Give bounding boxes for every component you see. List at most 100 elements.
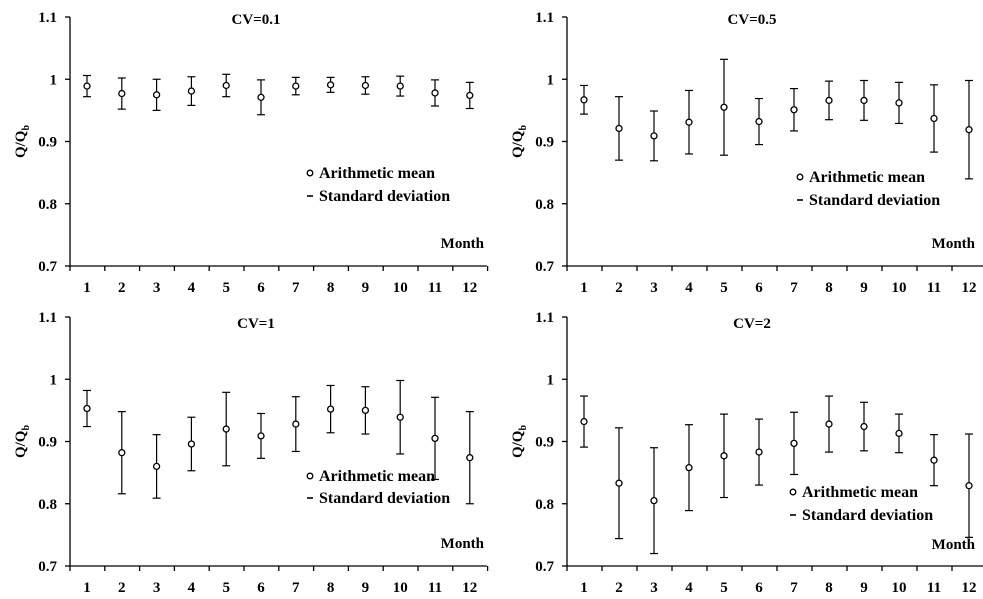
y-tick-label: 1.1 <box>38 310 57 326</box>
y-tick-label: 0.7 <box>535 559 554 575</box>
mean-point <box>755 448 763 456</box>
x-tick-label: 1 <box>580 580 588 596</box>
mean-point <box>685 463 693 472</box>
x-tick-label: 7 <box>292 580 300 596</box>
mean-point <box>965 126 973 134</box>
legend-mean-marker <box>306 169 314 177</box>
y-tick-label: 1.1 <box>535 10 554 26</box>
y-axis-label: Q/Qb <box>510 125 529 159</box>
legend-mean-label: Arithmetic mean <box>802 484 918 501</box>
x-tick-label: 4 <box>188 580 196 596</box>
mean-point <box>825 96 833 105</box>
y-tick-label: 0.9 <box>535 135 554 151</box>
mean-point <box>222 425 230 433</box>
chart-panel-4: 0.70.80.911.11 2 3 4 5 6 7 8 9 10 11 12Q/QbCV=2Mont… <box>510 310 983 596</box>
x-tick-label: 7 <box>292 280 300 296</box>
legend-mean-marker <box>789 488 797 496</box>
y-tick-label: 1.1 <box>535 310 554 326</box>
x-tick-label: 7 <box>790 280 798 296</box>
y-tick-label: 0.8 <box>38 497 57 513</box>
y-tick-label: 0.8 <box>38 197 57 213</box>
chart-panel-2: 0.70.80.911.11 2 3 4 5 6 7 8 9 10 11 12Q/QbCV=0.5Mo… <box>510 10 983 296</box>
y-tick-label: 0.9 <box>38 435 57 451</box>
mean-point <box>720 103 728 111</box>
legend-mean-label: Arithmetic mean <box>319 165 435 182</box>
x-tick-label: 3 <box>153 280 161 296</box>
x-tick-label: 2 <box>118 280 126 296</box>
legend-sd-label: Standard deviation <box>319 188 450 205</box>
legend: Arithmetic mean Standard deviation <box>796 169 940 209</box>
mean-point <box>222 81 230 90</box>
x-tick-label: 6 <box>257 580 265 596</box>
x-tick-label: 1 <box>580 280 588 296</box>
x-tick-label: 5 <box>222 280 230 296</box>
chart-panel-1: 0.70.80.911.11 2 3 4 5 6 7 8 9 10 11 12Q/QbCV=0.1Mo… <box>13 10 489 296</box>
mean-point <box>83 404 91 413</box>
mean-point <box>292 82 300 90</box>
legend-sd-label: Standard deviation <box>809 192 940 209</box>
mean-point <box>790 106 798 114</box>
x-tick-label: 2 <box>615 580 623 596</box>
mean-point <box>580 417 588 426</box>
x-tick-label: 1 <box>83 580 91 596</box>
x-tick-label: 9 <box>860 280 868 296</box>
x-tick-label: 2 <box>615 280 623 296</box>
x-tick-label: 4 <box>685 580 693 596</box>
y-tick-label: 0.7 <box>38 259 57 275</box>
mean-point <box>615 124 623 133</box>
mean-point <box>83 82 91 90</box>
x-axis-label: Month <box>932 236 976 252</box>
mean-point <box>790 439 798 448</box>
mean-point <box>152 91 161 99</box>
y-tick-label: 0.9 <box>38 135 57 151</box>
y-axis-label: Q/Qb <box>13 125 32 159</box>
chart-title: CV=0.5 <box>728 12 777 28</box>
x-tick-label: 4 <box>685 280 693 296</box>
legend-mean-marker <box>796 173 804 181</box>
mean-point <box>860 422 868 431</box>
mean-point <box>257 93 265 101</box>
mean-point <box>650 496 658 505</box>
y-axis-label-subscript: b <box>518 425 529 431</box>
x-tick-label: 9 <box>362 580 370 596</box>
x-tick-label: 6 <box>257 280 265 296</box>
x-tick-label: 3 <box>650 280 658 296</box>
legend: Arithmetic mean Standard deviation <box>306 468 450 507</box>
chart-title: CV=2 <box>733 316 771 332</box>
x-tick-label: 12 <box>962 580 977 596</box>
x-axis-label: Month <box>441 236 485 252</box>
mean-point <box>326 81 335 89</box>
y-axis-label-subscript: b <box>21 125 32 131</box>
y-axis-label-main: Q/Q <box>13 430 29 458</box>
mean-point <box>930 114 938 123</box>
mean-point <box>187 440 196 448</box>
y-axis-label: Q/Qb <box>510 425 529 459</box>
legend-sd-label: Standard deviation <box>319 490 450 507</box>
x-tick-label: 8 <box>327 280 335 296</box>
mean-point <box>965 482 973 490</box>
chart-title: CV=1 <box>237 316 275 332</box>
x-tick-label: 1 <box>83 280 91 296</box>
x-tick-label: 12 <box>962 280 977 296</box>
mean-point <box>431 89 439 97</box>
y-axis-label-main: Q/Q <box>510 430 526 458</box>
mean-point <box>860 96 868 105</box>
mean-point <box>650 132 658 140</box>
x-tick-label: 9 <box>860 580 868 596</box>
y-tick-label: 0.7 <box>38 559 57 575</box>
y-axis-label-main: Q/Q <box>13 130 29 158</box>
x-tick-label: 11 <box>927 280 941 296</box>
mean-point <box>257 432 265 440</box>
mean-point <box>361 406 370 415</box>
mean-point <box>187 87 196 95</box>
legend-mean-label: Arithmetic mean <box>809 169 925 186</box>
y-tick-label: 1.1 <box>38 10 57 26</box>
mean-point <box>615 479 623 487</box>
mean-point <box>580 96 588 104</box>
x-tick-label: 11 <box>428 580 442 596</box>
mean-point <box>895 429 903 438</box>
chart-panel-3: 0.70.80.911.11 2 3 4 5 6 7 8 9 10 11 12Q/QbCV=1Mont… <box>13 310 489 596</box>
x-tick-label: 2 <box>118 580 126 596</box>
y-tick-label: 0.9 <box>535 435 554 451</box>
